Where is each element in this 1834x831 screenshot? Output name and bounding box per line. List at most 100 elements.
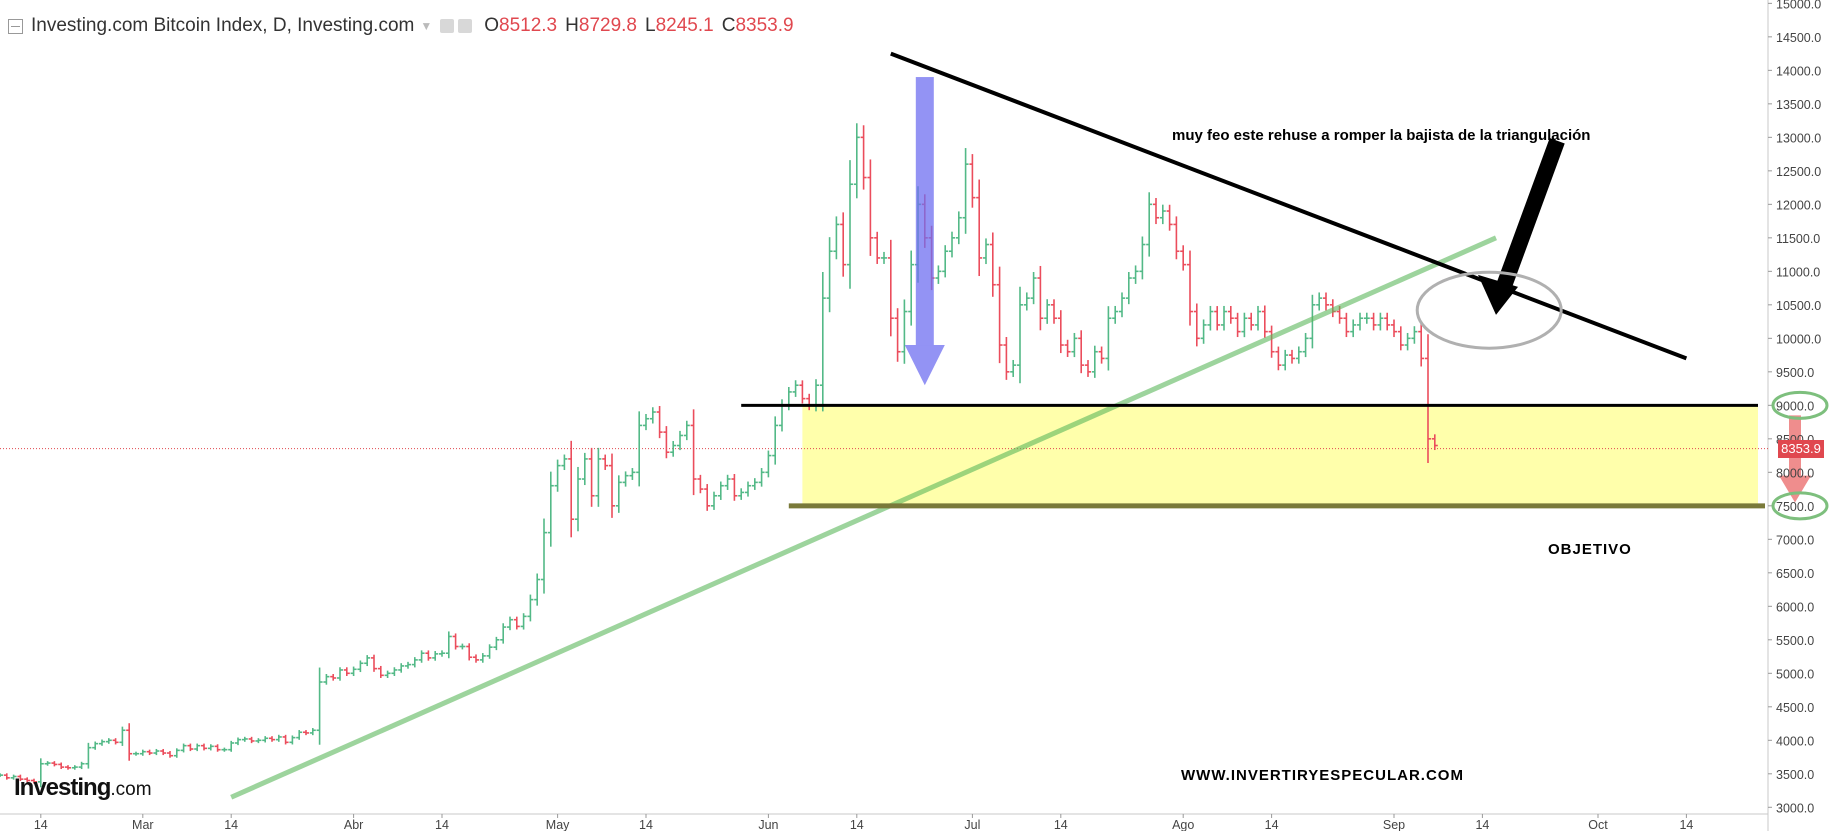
candle xyxy=(51,761,58,767)
candle xyxy=(1363,312,1370,324)
candle xyxy=(207,744,214,751)
x-tick-label: 14 xyxy=(1265,818,1279,831)
candle xyxy=(1044,299,1051,324)
candle xyxy=(99,739,105,746)
candle xyxy=(1234,312,1241,338)
candle xyxy=(309,728,316,736)
close-value: 8353.9 xyxy=(735,15,794,36)
chevron-down-icon[interactable]: ▼ xyxy=(420,19,433,33)
candle xyxy=(792,380,799,397)
candle xyxy=(418,650,425,663)
candle xyxy=(201,743,207,751)
candle xyxy=(683,420,690,441)
level-highlight-ring xyxy=(1771,390,1829,420)
y-tick-label: 13500.0 xyxy=(1776,98,1821,112)
candle xyxy=(1241,312,1248,338)
candle xyxy=(1377,312,1384,331)
price-axis[interactable]: 3000.0 3500.0 4000.0 4500.0 5000.0 5500.0 6000… xyxy=(1768,0,1829,815)
candle xyxy=(445,631,452,659)
candle xyxy=(1010,359,1017,377)
candle xyxy=(1057,310,1064,354)
candle xyxy=(364,655,371,667)
candle xyxy=(1023,292,1030,311)
candle xyxy=(303,730,309,736)
candle xyxy=(411,657,418,668)
candle xyxy=(180,743,187,753)
candle xyxy=(1078,330,1085,374)
high-value: 8729.8 xyxy=(578,15,637,36)
eye-icon[interactable] xyxy=(440,19,455,33)
candle xyxy=(1227,306,1234,324)
candle xyxy=(85,742,92,769)
close-label: C xyxy=(721,15,736,36)
candle xyxy=(738,488,745,500)
settings-icon[interactable] xyxy=(458,19,473,33)
y-tick-label: 6500.0 xyxy=(1776,567,1814,581)
candle xyxy=(717,481,724,500)
candle xyxy=(711,491,717,510)
y-tick-label: 9500.0 xyxy=(1776,366,1814,380)
y-tick-label: 5500.0 xyxy=(1776,634,1814,648)
symbol-title[interactable]: Investing.com Bitcoin Index, D, Investin… xyxy=(31,15,415,36)
candle xyxy=(649,407,656,424)
candle xyxy=(513,616,520,630)
candle xyxy=(853,123,860,199)
candle xyxy=(58,762,65,770)
candle xyxy=(867,159,874,256)
collapse-icon[interactable] xyxy=(8,18,23,34)
candle xyxy=(493,636,500,651)
red-arrow-head xyxy=(1779,475,1811,503)
candle xyxy=(24,777,31,783)
candle xyxy=(1105,306,1112,371)
candle xyxy=(405,661,411,669)
candle xyxy=(989,232,996,297)
candle xyxy=(881,251,887,264)
candle xyxy=(819,272,826,412)
candle xyxy=(1295,346,1302,364)
candle xyxy=(1411,326,1418,344)
candle xyxy=(357,660,364,673)
low-value: 8245.1 xyxy=(655,15,714,36)
x-tick-label: Ago xyxy=(1172,818,1194,831)
candle xyxy=(629,468,636,480)
candle xyxy=(1166,204,1173,231)
candle xyxy=(1384,312,1391,331)
candle xyxy=(799,380,806,404)
candle xyxy=(459,643,466,650)
candle xyxy=(1017,286,1023,384)
candle xyxy=(1391,319,1397,338)
candle xyxy=(1119,292,1125,318)
candle xyxy=(1159,204,1166,225)
candle xyxy=(439,650,445,657)
candle xyxy=(1425,334,1431,463)
low-label: L xyxy=(645,15,656,36)
open-label: O xyxy=(484,15,500,36)
candle xyxy=(17,774,24,781)
level-highlight-ring xyxy=(1771,491,1829,521)
candle xyxy=(44,761,51,766)
y-tick-label: 12000.0 xyxy=(1776,198,1821,212)
y-tick-label: 11500.0 xyxy=(1776,232,1820,246)
candle xyxy=(697,474,704,494)
time-axis[interactable]: 14 Mar 14 Abr 14 May 14 Jun 14 Jul 14 Ago 14 Sep 14 Oct… xyxy=(34,814,1694,831)
x-tick-label: 14 xyxy=(435,818,449,831)
y-tick-label: 7500.0 xyxy=(1776,500,1814,514)
candle xyxy=(704,484,711,511)
x-tick-label: 14 xyxy=(1679,818,1693,831)
candle xyxy=(942,245,949,278)
candle xyxy=(119,726,126,746)
candle xyxy=(241,736,248,742)
candle xyxy=(1112,305,1119,324)
candle xyxy=(609,453,615,518)
candle xyxy=(296,730,303,740)
candle xyxy=(636,411,643,487)
candle xyxy=(391,667,398,677)
candle xyxy=(235,737,241,746)
y-tick-label: 3000.0 xyxy=(1776,801,1814,815)
chart-header: Investing.com Bitcoin Index, D, Investin… xyxy=(8,14,794,38)
candle xyxy=(466,643,473,661)
candle xyxy=(955,211,962,245)
candle xyxy=(1187,250,1193,326)
x-tick-label: 14 xyxy=(1475,818,1489,831)
